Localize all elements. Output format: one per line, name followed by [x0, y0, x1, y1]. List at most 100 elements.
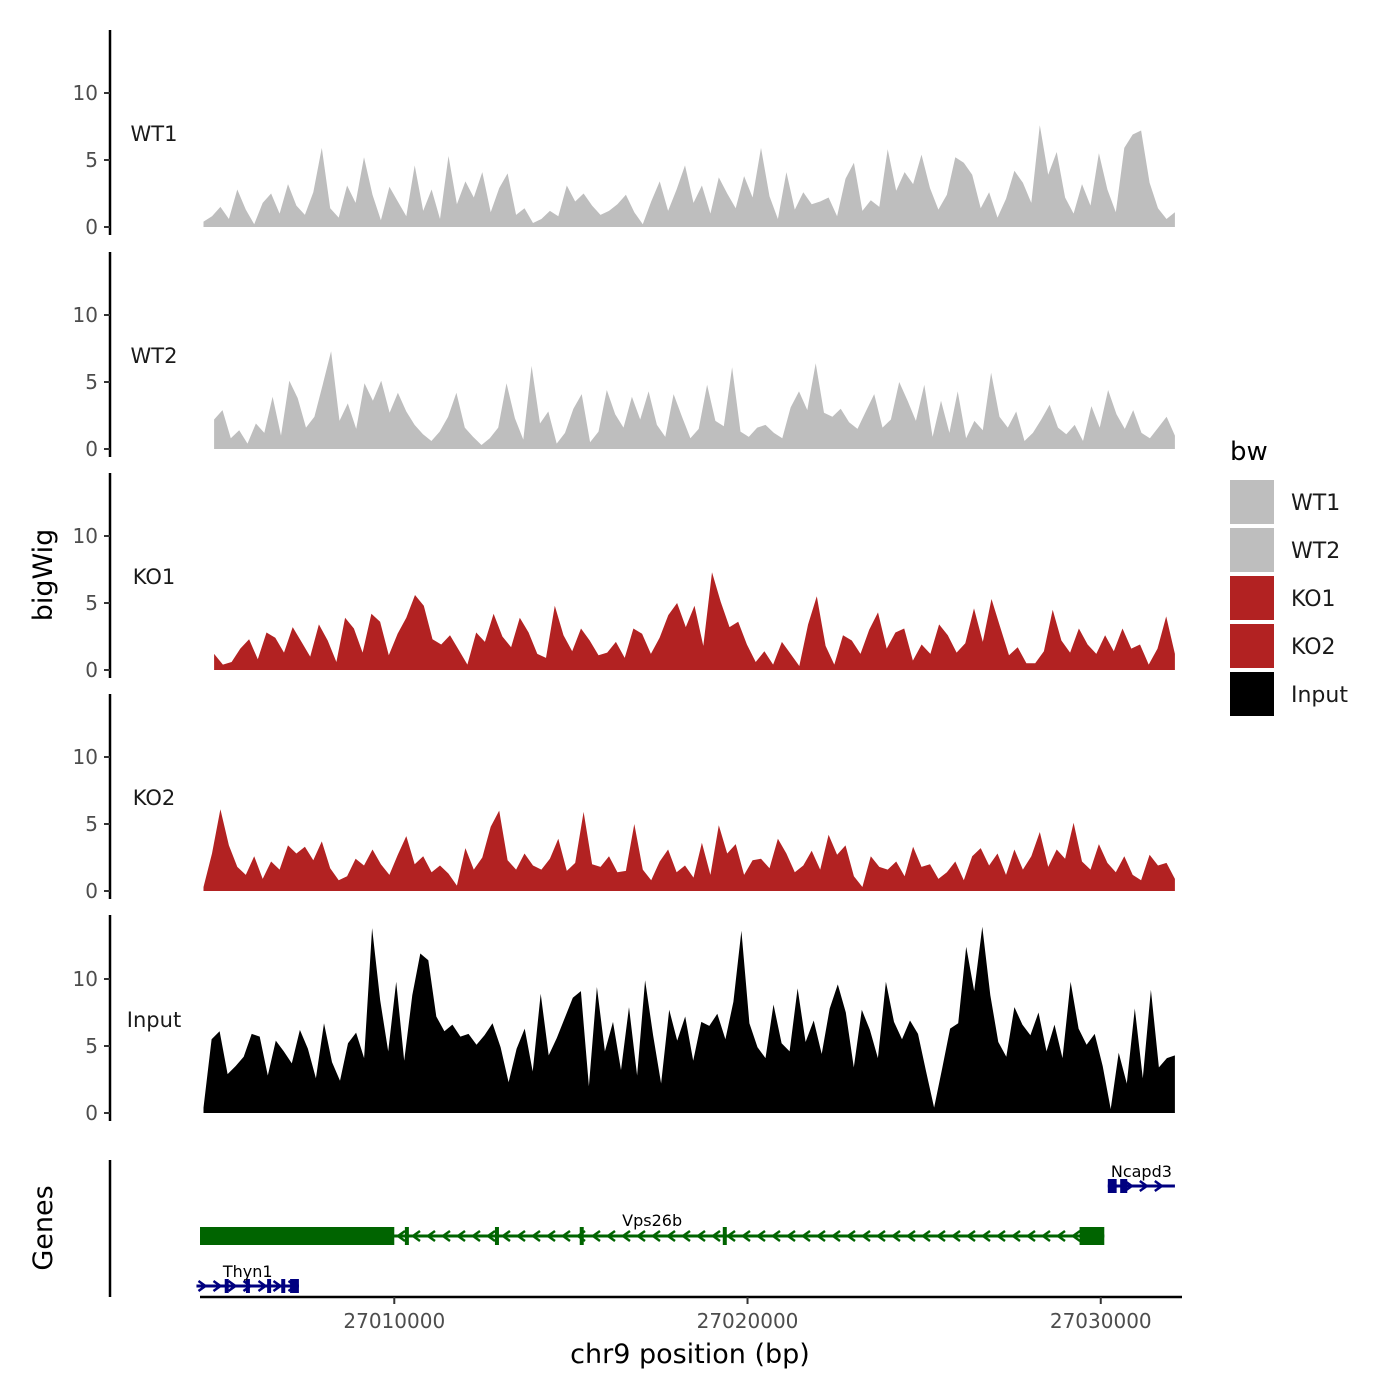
gene-thyn1: Thyn1 — [196, 1262, 299, 1293]
track-label: WT2 — [131, 344, 178, 368]
legend-label: Input — [1291, 683, 1348, 708]
track-input: 0 5 10 Input — [73, 915, 1175, 1125]
strand-arrow — [1070, 1229, 1081, 1243]
gene-exon — [281, 1279, 286, 1293]
legend-item-input: Input — [1230, 672, 1348, 716]
legend-swatch — [1230, 576, 1274, 620]
strand-arrow — [257, 1279, 268, 1293]
coverage-area-wt1 — [203, 125, 1175, 227]
legend-swatch — [1230, 624, 1274, 668]
strand-arrow — [635, 1229, 646, 1243]
y-tick-label: 5 — [85, 591, 98, 615]
strand-arrow — [470, 1229, 481, 1243]
strand-arrow — [905, 1229, 916, 1243]
y-tick-label: 5 — [85, 812, 98, 836]
legend-swatch — [1230, 480, 1274, 524]
gene-exon — [494, 1227, 499, 1245]
coverage-area-input — [203, 926, 1175, 1113]
x-tick-label: 27020000 — [697, 1309, 799, 1333]
strand-arrow — [785, 1229, 796, 1243]
track-ko2: 0 5 10 KO2 — [73, 694, 1175, 903]
y-tick-label: 10 — [73, 745, 98, 769]
gene-exon — [404, 1227, 409, 1245]
strand-arrow — [590, 1229, 601, 1243]
strand-arrow — [890, 1229, 901, 1243]
strand-arrow — [980, 1229, 991, 1243]
strand-arrow — [725, 1229, 736, 1243]
strand-arrow — [500, 1229, 511, 1243]
strand-arrow — [272, 1279, 283, 1293]
y-tick-label: 10 — [73, 524, 98, 548]
legend-item-ko1: KO1 — [1230, 576, 1336, 620]
track-wt1: 0 5 10 WT1 — [73, 30, 1175, 239]
strand-arrow — [515, 1229, 526, 1243]
strand-arrow — [425, 1229, 436, 1243]
strand-arrow — [950, 1229, 961, 1243]
strand-arrow — [212, 1279, 223, 1293]
y-tick-label: 0 — [85, 879, 98, 903]
tracks-layer: 0 5 10 WT1 0 5 10 WT2 0 5 10 KO1 0 5 10 KO2 0 5 10 Input — [73, 30, 1175, 1125]
genes-axis-title: Genes — [28, 1185, 59, 1270]
strand-arrow — [755, 1229, 766, 1243]
strand-arrow — [1154, 1179, 1164, 1193]
gene-exon — [579, 1227, 584, 1245]
legend-swatch — [1230, 672, 1274, 716]
strand-arrow — [875, 1229, 886, 1243]
coverage-area-ko2 — [203, 809, 1175, 891]
strand-arrow — [455, 1229, 466, 1243]
strand-arrow — [440, 1229, 451, 1243]
legend: WT1 WT2 KO1 KO2 Input — [1230, 480, 1348, 716]
strand-arrow — [1025, 1229, 1036, 1243]
x-axis: 27010000 27020000 27030000 — [200, 1295, 1182, 1333]
gene-exon — [722, 1227, 727, 1245]
strand-arrow — [815, 1229, 826, 1243]
strand-arrow — [680, 1229, 691, 1243]
strand-arrow — [530, 1229, 541, 1243]
y-tick-label: 5 — [85, 1034, 98, 1058]
y-axis-title: bigWig — [28, 529, 59, 622]
gene-exon — [267, 1279, 272, 1293]
track-label: WT1 — [131, 122, 178, 146]
strand-arrow — [965, 1229, 976, 1243]
gene-vps26b: Vps26b — [200, 1211, 1105, 1245]
x-axis-title: chr9 position (bp) — [570, 1339, 810, 1370]
strand-arrow — [650, 1229, 661, 1243]
strand-arrow — [995, 1229, 1006, 1243]
coverage-area-wt2 — [214, 351, 1175, 449]
strand-arrow — [800, 1229, 811, 1243]
y-tick-label: 10 — [73, 81, 98, 105]
strand-arrow — [920, 1229, 931, 1243]
gene-exon — [245, 1279, 250, 1293]
strand-arrow — [485, 1229, 496, 1243]
y-tick-label: 0 — [85, 658, 98, 682]
strand-arrow — [935, 1229, 946, 1243]
track-label: KO1 — [133, 565, 176, 589]
strand-arrow — [740, 1229, 751, 1243]
strand-arrow — [620, 1229, 631, 1243]
legend-label: KO2 — [1291, 635, 1336, 660]
strand-arrow — [1055, 1229, 1066, 1243]
gene-exon — [200, 1227, 395, 1245]
track-label: KO2 — [133, 786, 176, 810]
strand-arrow — [1040, 1229, 1051, 1243]
legend-title: bw — [1230, 437, 1268, 467]
track-label: Input — [127, 1008, 181, 1032]
track-wt2: 0 5 10 WT2 — [73, 252, 1175, 461]
gene-label: Thyn1 — [222, 1262, 273, 1281]
strand-arrow — [845, 1229, 856, 1243]
legend-item-wt1: WT1 — [1230, 480, 1340, 524]
gene-exon — [1107, 1179, 1117, 1193]
strand-arrow — [1010, 1229, 1021, 1243]
track-ko1: 0 5 10 KO1 — [73, 473, 1175, 682]
legend-item-ko2: KO2 — [1230, 624, 1336, 668]
y-tick-label: 0 — [85, 215, 98, 239]
y-tick-label: 5 — [85, 370, 98, 394]
strand-arrow — [665, 1229, 676, 1243]
strand-arrow — [242, 1279, 253, 1293]
strand-arrow — [860, 1229, 871, 1243]
coverage-area-ko1 — [214, 572, 1175, 670]
strand-arrow — [830, 1229, 841, 1243]
gene-label: Vps26b — [622, 1211, 682, 1230]
gene-ncapd3: Ncapd3 — [1107, 1162, 1175, 1193]
